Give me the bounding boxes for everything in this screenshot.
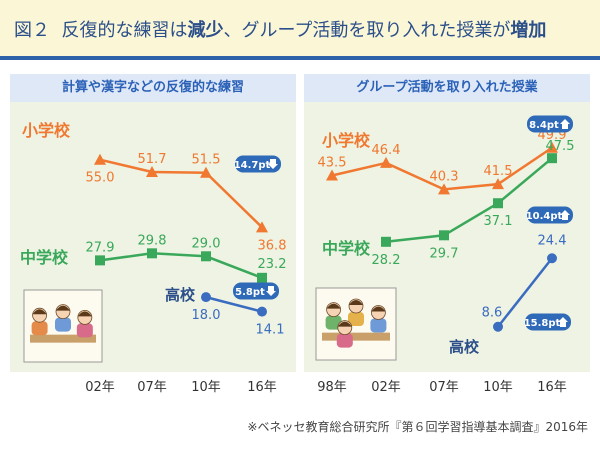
data-point-junior bbox=[147, 248, 157, 259]
series-line-high bbox=[205, 295, 263, 313]
title-divider bbox=[0, 56, 600, 60]
data-label-elementary: 51.7 bbox=[138, 152, 167, 167]
data-point-elementary bbox=[438, 183, 450, 195]
data-point-elementary bbox=[380, 156, 392, 168]
data-label-elementary: 40.3 bbox=[430, 169, 459, 184]
data-point-high bbox=[201, 292, 211, 303]
data-label-elementary: 36.8 bbox=[258, 238, 287, 253]
change-badge: 5.8pt bbox=[233, 282, 279, 300]
title-part-1: 反復的な練習は bbox=[61, 20, 188, 41]
data-point-high bbox=[257, 306, 267, 317]
data-point-high bbox=[493, 321, 503, 332]
data-point-elementary bbox=[546, 141, 558, 153]
figure-number: 図２ bbox=[14, 20, 50, 41]
data-point-elementary bbox=[492, 178, 504, 190]
chart-title-repetitive-practice: 計算や漢字などの反復的な練習 bbox=[10, 74, 296, 102]
change-badge: 14.7pt bbox=[234, 155, 281, 173]
series-name-junior: 中学校 bbox=[322, 239, 371, 258]
title-part-2: 、グループ活動を取り入れた授業が bbox=[223, 20, 511, 41]
title-decrease: 減少 bbox=[187, 20, 224, 41]
badge-value: 8.4pt bbox=[529, 120, 559, 131]
data-label-junior: 28.2 bbox=[372, 253, 401, 268]
data-point-elementary bbox=[326, 169, 338, 181]
data-point-elementary bbox=[146, 165, 158, 177]
x-axis-labels-repetitive-practice: 02年 07年 10年 16年 bbox=[10, 376, 296, 396]
x-axis-labels-group-activity: 98年 02年 07年 10年 16年 bbox=[304, 376, 590, 396]
chart-panel-group-activity: グループ活動を取り入れた授業 43.5 46.4 40.3 41.5 49.9 小学校 28… bbox=[304, 74, 590, 372]
data-label-junior: 29.0 bbox=[192, 236, 221, 251]
data-label-high: 24.4 bbox=[538, 233, 567, 248]
data-label-junior: 47.5 bbox=[546, 139, 575, 154]
change-badge: 15.8pt bbox=[524, 313, 571, 331]
badge-value: 14.7pt bbox=[234, 160, 271, 171]
badge-value: 5.8pt bbox=[235, 287, 265, 298]
series-line-junior bbox=[99, 252, 263, 279]
badge-value: 15.8pt bbox=[524, 318, 561, 329]
data-label-junior: 29.7 bbox=[430, 246, 459, 261]
data-label-high: 14.1 bbox=[256, 323, 285, 338]
data-label-high: 18.0 bbox=[192, 308, 221, 323]
arrow-up-icon bbox=[558, 317, 568, 327]
data-point-junior bbox=[547, 153, 557, 164]
arrow-down-icon bbox=[266, 286, 276, 296]
badge-value: 10.4pt bbox=[526, 211, 563, 222]
series-line-elementary bbox=[99, 158, 263, 229]
data-label-junior: 37.1 bbox=[484, 214, 513, 229]
data-label-elementary: 51.5 bbox=[192, 153, 221, 168]
x-tick-label: 07年 bbox=[429, 380, 459, 395]
data-point-elementary bbox=[94, 153, 106, 165]
data-label-junior: 23.2 bbox=[258, 257, 287, 272]
title-increase: 増加 bbox=[510, 20, 547, 41]
classroom-illustration bbox=[315, 287, 397, 361]
data-point-elementary bbox=[256, 221, 268, 233]
series-name-junior: 中学校 bbox=[20, 248, 69, 267]
data-label-junior: 29.8 bbox=[138, 233, 167, 248]
data-point-junior bbox=[201, 251, 211, 262]
x-tick-label: 02年 bbox=[85, 380, 115, 395]
data-point-junior bbox=[257, 272, 267, 283]
series-name-elementary: 小学校 bbox=[322, 131, 371, 150]
x-tick-label: 07年 bbox=[137, 380, 167, 395]
data-label-high: 8.6 bbox=[482, 306, 503, 321]
series-name-high: 高校 bbox=[449, 338, 480, 356]
x-tick-label: 16年 bbox=[247, 380, 277, 395]
page-title: 図２ 反復的な練習は減少、グループ活動を取り入れた授業が増加 bbox=[14, 16, 546, 42]
data-label-elementary: 55.0 bbox=[86, 171, 115, 186]
chart-repetitive-practice: 55.0 51.7 51.5 36.8 小学校 27.9 29.8 29.0 23.2 中学校 18… bbox=[20, 121, 287, 363]
arrow-up-icon bbox=[560, 210, 570, 220]
data-label-elementary: 46.4 bbox=[372, 143, 401, 158]
data-point-junior bbox=[439, 230, 449, 241]
x-tick-label: 10年 bbox=[483, 380, 513, 395]
x-tick-label: 02年 bbox=[371, 380, 401, 395]
data-point-elementary bbox=[200, 166, 212, 178]
classroom-illustration bbox=[23, 289, 103, 363]
source-note: ※ベネッセ教育総合研究所『第６回学習指導基本調査』2016年 bbox=[247, 420, 588, 434]
chart-panel-repetitive-practice: 計算や漢字などの反復的な練習 55.0 51.7 51.5 36.8 小学校 27.9 29… bbox=[10, 74, 296, 372]
title-bar bbox=[0, 0, 600, 56]
change-badge: 10.4pt bbox=[526, 206, 573, 224]
x-tick-label: 16年 bbox=[537, 380, 567, 395]
data-point-high bbox=[547, 253, 557, 264]
series-name-high: 高校 bbox=[165, 286, 196, 304]
x-tick-label: 98年 bbox=[317, 380, 347, 395]
chart-title-group-activity: グループ活動を取り入れた授業 bbox=[304, 74, 590, 102]
data-point-junior bbox=[493, 198, 503, 209]
series-name-elementary: 小学校 bbox=[22, 121, 71, 140]
data-label-elementary: 43.5 bbox=[318, 156, 347, 171]
arrow-up-icon bbox=[560, 119, 570, 129]
series-line-high bbox=[497, 257, 553, 328]
change-badge: 8.4pt bbox=[527, 115, 573, 133]
data-point-junior bbox=[95, 255, 105, 266]
series-line-junior bbox=[385, 157, 553, 244]
data-point-junior bbox=[381, 236, 391, 247]
data-label-elementary: 41.5 bbox=[484, 164, 513, 179]
data-label-junior: 27.9 bbox=[86, 240, 115, 255]
arrow-down-icon bbox=[268, 159, 278, 169]
x-tick-label: 10年 bbox=[191, 380, 221, 395]
